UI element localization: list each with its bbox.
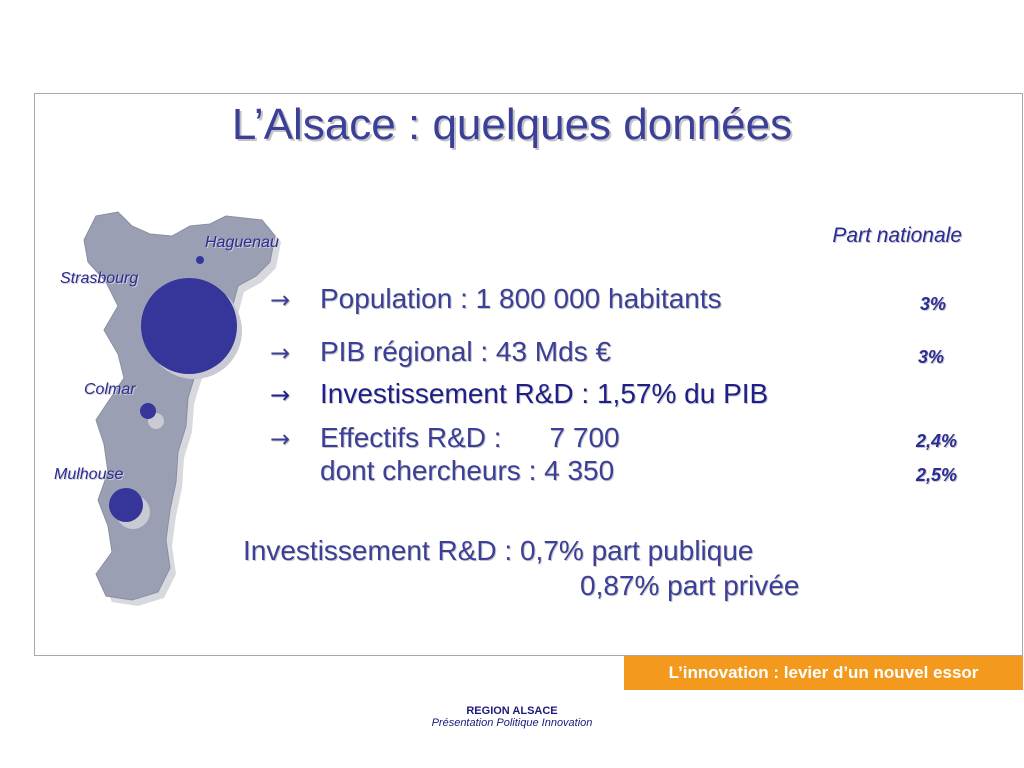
slide-frame (34, 93, 1023, 656)
stat-value-effectifs: 7 700 (549, 422, 620, 453)
arrow-right-icon: → (270, 381, 291, 409)
stat-row-effectifs: → Effectifs R&D : 7 700 (270, 422, 620, 454)
rd-split-public: Investissement R&D : 0,7% part publique (243, 535, 754, 566)
stat-row-pib: → PIB régional : 43 Mds € (270, 336, 611, 368)
stat-row-population: → Population : 1 800 000 habitants (270, 283, 722, 315)
strasbourg-dot (141, 278, 237, 374)
share-pib: 3% (917, 347, 944, 367)
stat-label-investissement: Investissement R&D : 1,57% du PIB (320, 378, 769, 409)
arrow-right-icon: → (270, 339, 291, 367)
footer: REGION ALSACE Présentation Politique Inn… (0, 705, 1024, 729)
footer-org: REGION ALSACE (466, 705, 558, 717)
colmar-dot (140, 403, 156, 419)
share-chercheurs: 2,5% (915, 465, 957, 485)
arrow-right-icon: → (270, 286, 291, 314)
column-header-part-nationale: Part nationale (832, 224, 962, 247)
share-effectifs: 2,4% (915, 431, 957, 451)
city-label-haguenau: Haguenau (205, 234, 279, 251)
rd-split-prive: 0,87% part privée (580, 570, 800, 601)
stat-label-pib: PIB régional : 43 Mds € (320, 336, 612, 367)
mulhouse-dot (109, 488, 143, 522)
stat-row-chercheurs: dont chercheurs : 4 350 (320, 455, 614, 487)
stat-label-population: Population : 1 800 000 habitants (320, 283, 722, 314)
footer-subtitle: Présentation Politique Innovation (431, 717, 593, 729)
stat-label-chercheurs: dont chercheurs : 4 350 (320, 455, 615, 486)
slogan-banner: L’innovation : levier d’un nouvel essor (624, 656, 1023, 690)
slide-title: L’Alsace : quelques données (231, 100, 793, 149)
city-label-colmar: Colmar (84, 381, 136, 398)
arrow-right-icon: → (270, 425, 291, 453)
city-label-mulhouse: Mulhouse (54, 466, 124, 483)
share-population: 3% (919, 294, 946, 314)
city-label-strasbourg: Strasbourg (60, 270, 139, 287)
stat-row-investissement: → Investissement R&D : 1,57% du PIB (270, 378, 768, 410)
haguenau-dot (196, 256, 204, 264)
stat-label-effectifs: Effectifs R&D : (320, 422, 502, 453)
